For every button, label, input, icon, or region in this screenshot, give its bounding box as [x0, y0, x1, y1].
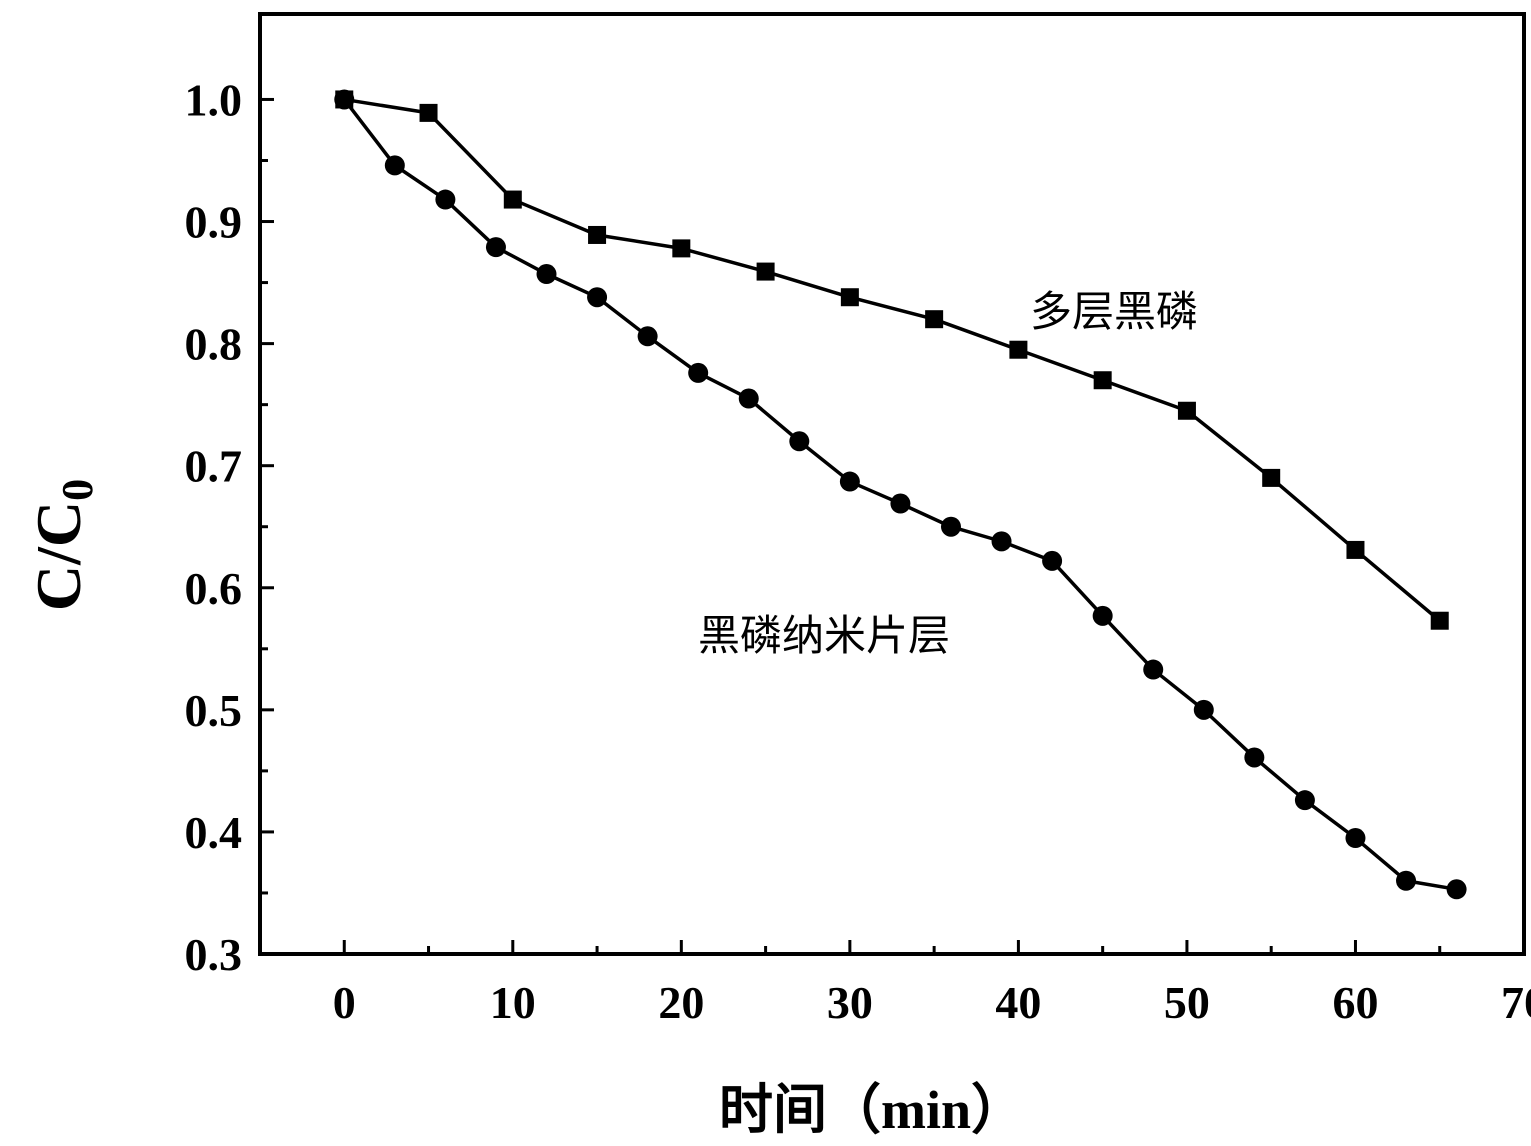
data-point-square	[1346, 540, 1365, 559]
x-tick-label: 20	[658, 977, 704, 1028]
data-point-circle	[839, 471, 860, 492]
x-tick-label: 70	[1501, 977, 1531, 1028]
annotation-bp-nanosheet: 黑磷纳米片层	[698, 611, 950, 660]
data-point-square	[756, 262, 775, 281]
data-point-circle	[1446, 879, 1467, 900]
data-point-circle	[1294, 790, 1315, 811]
series-line	[343, 97, 1441, 623]
y-axis-title: C/C0	[23, 479, 102, 611]
series-1	[334, 89, 1467, 900]
data-point-circle	[890, 493, 911, 514]
data-point-circle	[1143, 659, 1164, 680]
plot-frame	[258, 12, 1526, 956]
data-point-square	[1177, 401, 1196, 420]
data-point-square	[672, 239, 691, 258]
series-layer	[334, 89, 1467, 900]
y-tick-label: 0.6	[185, 563, 243, 614]
data-point-circle	[1193, 699, 1214, 720]
data-point-square	[1093, 371, 1112, 390]
data-point-circle	[334, 89, 355, 110]
x-tick-label: 30	[827, 977, 873, 1028]
data-point-square	[503, 190, 522, 209]
data-point-circle	[688, 362, 709, 383]
y-tick-label: 0.3	[185, 929, 243, 980]
x-axis-title: 时间（min）	[719, 1080, 1025, 1140]
data-point-circle	[738, 388, 759, 409]
y-tick-label: 0.9	[185, 197, 243, 248]
data-point-square	[419, 103, 438, 122]
data-point-circle	[789, 431, 810, 452]
y-axis: 0.3 0.4 0.5 0.6 0.7 0.8 0.9 1.0	[185, 74, 274, 980]
x-tick-label: 60	[1332, 977, 1378, 1028]
x-axis: 0 10 20 30 40 50 60 70	[333, 940, 1531, 1028]
y-tick-label: 0.8	[185, 319, 243, 370]
y-tick-label: 0.4	[185, 807, 243, 858]
data-point-circle	[384, 155, 405, 176]
data-point-circle	[637, 326, 658, 347]
data-point-circle	[536, 264, 557, 285]
data-point-circle	[1042, 550, 1063, 571]
y-axis-title-main: C/C	[23, 501, 94, 611]
data-point-square	[925, 310, 944, 329]
data-point-circle	[1244, 747, 1265, 768]
data-point-circle	[1345, 828, 1366, 849]
data-point-square	[1009, 340, 1028, 359]
x-tick-label: 0	[333, 977, 356, 1028]
data-point-square	[1262, 468, 1281, 487]
data-point-circle	[991, 531, 1012, 552]
x-tick-label: 40	[995, 977, 1041, 1028]
series-0	[335, 90, 1449, 630]
data-point-square	[840, 288, 859, 307]
data-point-square	[588, 225, 607, 244]
y-tick-label: 0.5	[185, 685, 243, 736]
x-tick-label: 50	[1164, 977, 1210, 1028]
y-axis-title-subscript: 0	[53, 479, 102, 501]
y-tick-label: 1.0	[185, 74, 243, 125]
data-point-circle	[1396, 870, 1417, 891]
data-point-circle	[435, 189, 456, 210]
data-point-square	[1430, 611, 1449, 630]
x-tick-label: 10	[490, 977, 536, 1028]
data-point-circle	[940, 516, 961, 537]
annotation-multilayer-bp: 多层黑磷	[1030, 287, 1198, 336]
y-tick-label: 0.7	[185, 441, 243, 492]
data-point-circle	[485, 237, 506, 258]
data-point-circle	[587, 287, 608, 308]
data-point-circle	[1092, 605, 1113, 626]
